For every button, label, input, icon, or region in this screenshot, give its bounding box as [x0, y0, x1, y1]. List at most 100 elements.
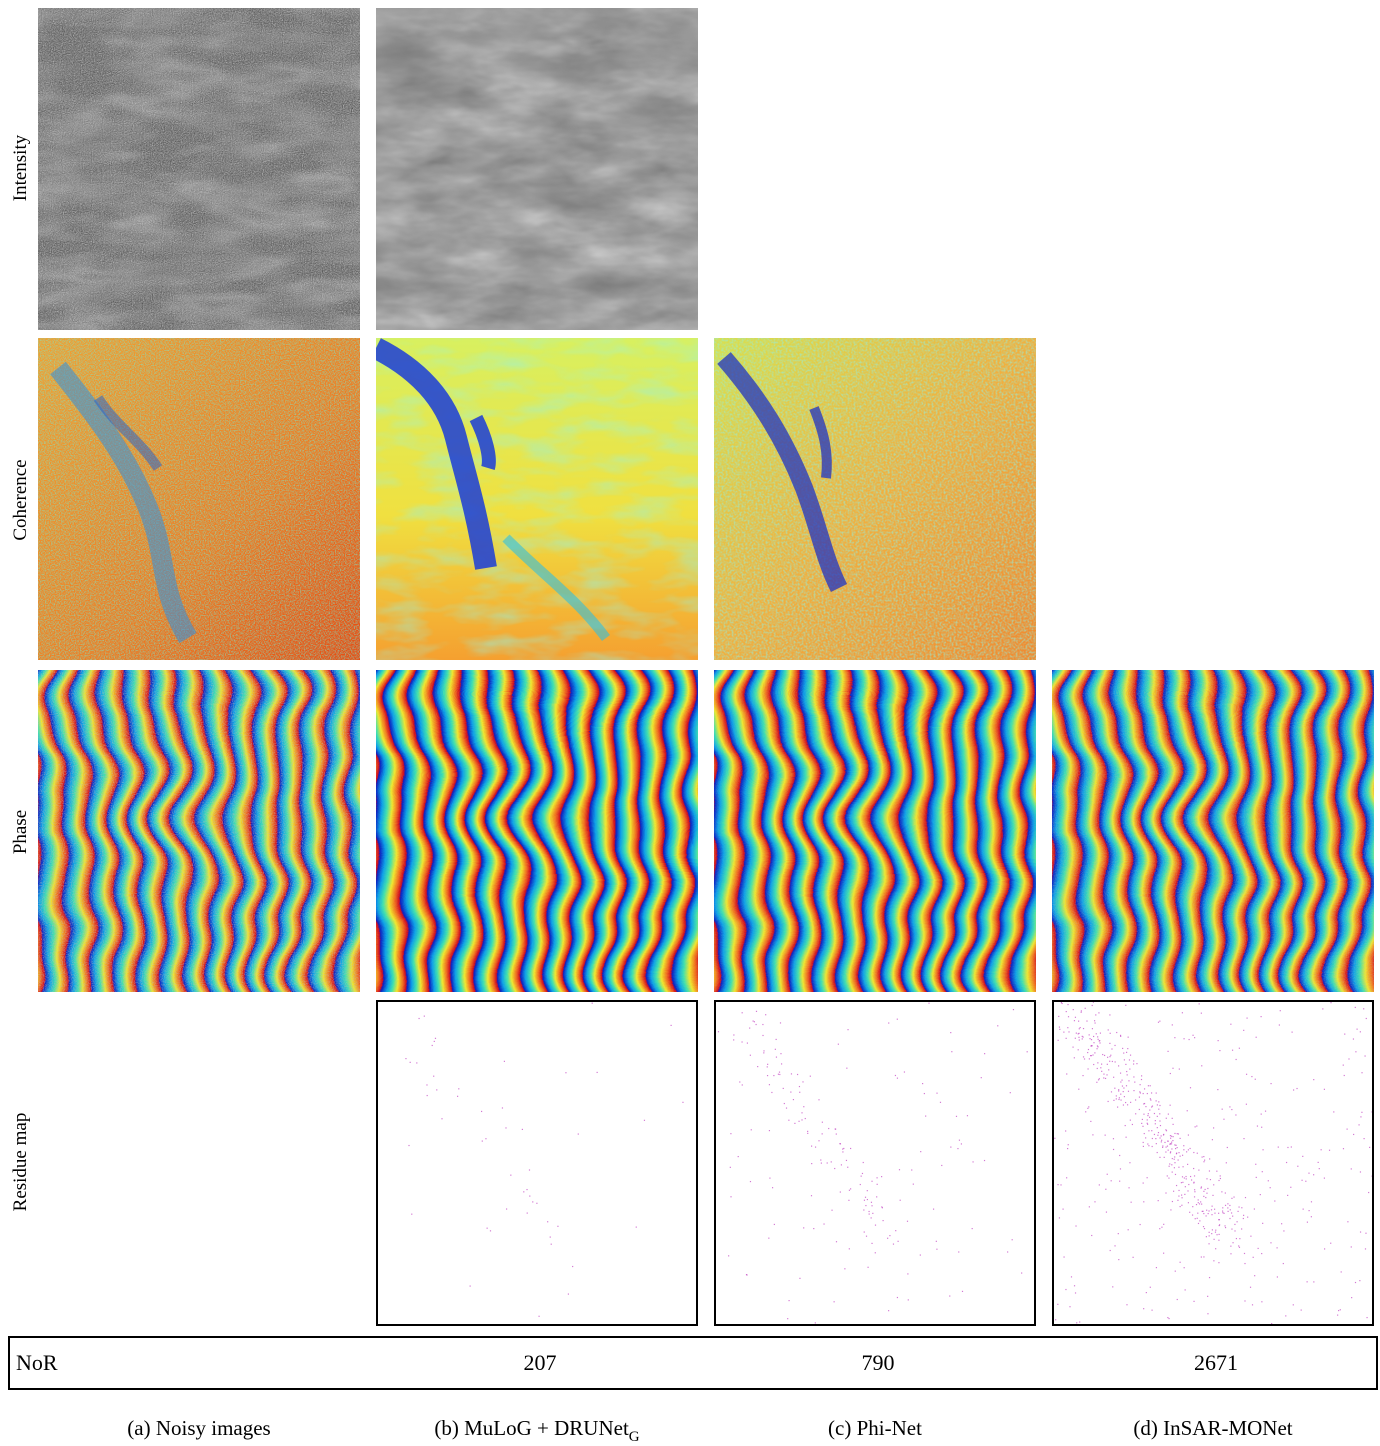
residue-dot — [1220, 1175, 1221, 1176]
residue-dot — [1093, 1042, 1094, 1043]
residue-dot — [1313, 1079, 1314, 1080]
residue-dot — [1262, 1149, 1263, 1150]
residue-dot — [1183, 1038, 1184, 1039]
residue-dot — [1185, 1176, 1186, 1177]
residue-dot — [1147, 1124, 1148, 1125]
residue-dot — [529, 1169, 530, 1170]
residue-dot — [1355, 1282, 1356, 1283]
residue-dot — [1148, 1113, 1149, 1114]
residue-dot — [1363, 1008, 1364, 1009]
residue-dot — [791, 1073, 792, 1074]
residue-dot — [1218, 1240, 1219, 1241]
residue-dot — [1167, 1317, 1168, 1318]
residue-dot — [738, 1156, 739, 1157]
residue-dot — [1187, 1164, 1188, 1165]
residue-dot — [1111, 1048, 1112, 1049]
residue-dot — [1067, 1027, 1068, 1028]
residue-dot — [1256, 1037, 1257, 1038]
intensity-mulog-drunet-image — [376, 8, 698, 330]
residue-dot — [1305, 1181, 1306, 1182]
residue-dot — [1251, 1076, 1252, 1077]
residue-dot — [1152, 1138, 1153, 1139]
residue-dot — [1307, 1281, 1308, 1282]
residue-dot — [840, 1143, 841, 1144]
residue-dot — [470, 1285, 471, 1286]
residue-dot — [1270, 1083, 1271, 1084]
residue-dot — [1151, 1310, 1152, 1311]
residue-dot — [1060, 1184, 1061, 1185]
residue-dot — [1112, 1286, 1113, 1287]
residue-dot — [1116, 1098, 1117, 1099]
residue-dot — [1353, 1038, 1354, 1039]
residue-dot — [441, 1118, 442, 1119]
residue-dot — [1194, 1196, 1195, 1197]
residue-dot — [862, 1173, 863, 1174]
caption-noisy-images: (a) Noisy images — [127, 1416, 270, 1441]
residue-dot — [1169, 1166, 1170, 1167]
residue-dot — [1068, 1031, 1069, 1032]
residue-dot — [1261, 1253, 1262, 1254]
residue-dot — [1209, 1170, 1210, 1171]
residue-dot — [883, 1220, 884, 1221]
residue-dot — [1180, 1206, 1181, 1207]
residue-dot — [1203, 1226, 1204, 1227]
residue-dot — [1211, 1209, 1212, 1210]
residue-dot — [1090, 1055, 1091, 1056]
residue-dot — [1092, 1028, 1093, 1029]
residue-dot — [1170, 1209, 1171, 1210]
residue-dot — [1211, 1214, 1212, 1215]
residue-dot — [1118, 1233, 1119, 1234]
residue-dot — [1143, 1201, 1144, 1202]
residue-dot — [1159, 1157, 1160, 1158]
residue-dot — [842, 1151, 843, 1152]
residue-dot — [1172, 1118, 1173, 1119]
residue-dot — [834, 1168, 835, 1169]
residue-dot — [772, 1187, 773, 1188]
residue-dot — [895, 1075, 896, 1076]
residue-dot — [1261, 1016, 1262, 1017]
residue-dot — [1243, 1218, 1244, 1219]
residue-dot — [1172, 1068, 1173, 1069]
residue-dot — [1109, 1056, 1110, 1057]
residue-dot — [1122, 1085, 1123, 1086]
residue-dot — [1118, 1065, 1119, 1066]
residue-dot — [1193, 1152, 1194, 1153]
residue-dot — [504, 1061, 505, 1062]
residue-dot — [1076, 1322, 1077, 1323]
residue-dot — [1174, 1167, 1175, 1168]
residue-dot — [1155, 1138, 1156, 1139]
residue-dot — [1063, 1032, 1064, 1033]
residue-dot — [1215, 1248, 1216, 1249]
residue-dot — [1338, 1310, 1339, 1311]
residue-dot — [801, 1112, 802, 1113]
residue-dot — [1163, 1253, 1164, 1254]
residue-dot — [1174, 1162, 1175, 1163]
residue-dot — [1177, 1133, 1178, 1134]
residue-dot — [1247, 1217, 1248, 1218]
residue-dot — [1098, 1079, 1099, 1080]
residue-dot — [846, 1160, 847, 1161]
residue-dot — [818, 1140, 819, 1141]
residue-dot — [897, 1297, 898, 1298]
residue-dot — [1129, 1068, 1130, 1069]
residue-dot — [1178, 1152, 1179, 1153]
residue-dot — [1111, 1091, 1112, 1092]
residue-dot — [502, 1107, 503, 1108]
residue-map-insar-monet — [1052, 1000, 1374, 1326]
residue-dot — [1126, 1137, 1127, 1138]
residue-dot — [1178, 1133, 1179, 1134]
residue-dot — [1150, 1098, 1151, 1099]
residue-dot — [1129, 1059, 1130, 1060]
residue-dot — [1057, 1304, 1058, 1305]
residue-dot — [924, 1093, 925, 1094]
residue-dot — [529, 1195, 530, 1196]
residue-dot — [1192, 1035, 1193, 1036]
residue-dot — [756, 1011, 757, 1012]
residue-dot — [1218, 1040, 1219, 1041]
residue-dot — [1098, 1039, 1099, 1040]
residue-dot — [1234, 1230, 1235, 1231]
residue-dot — [1301, 1309, 1302, 1310]
residue-dot — [797, 1074, 798, 1075]
residue-dot — [1188, 1149, 1189, 1150]
residue-dot — [1262, 1171, 1263, 1172]
